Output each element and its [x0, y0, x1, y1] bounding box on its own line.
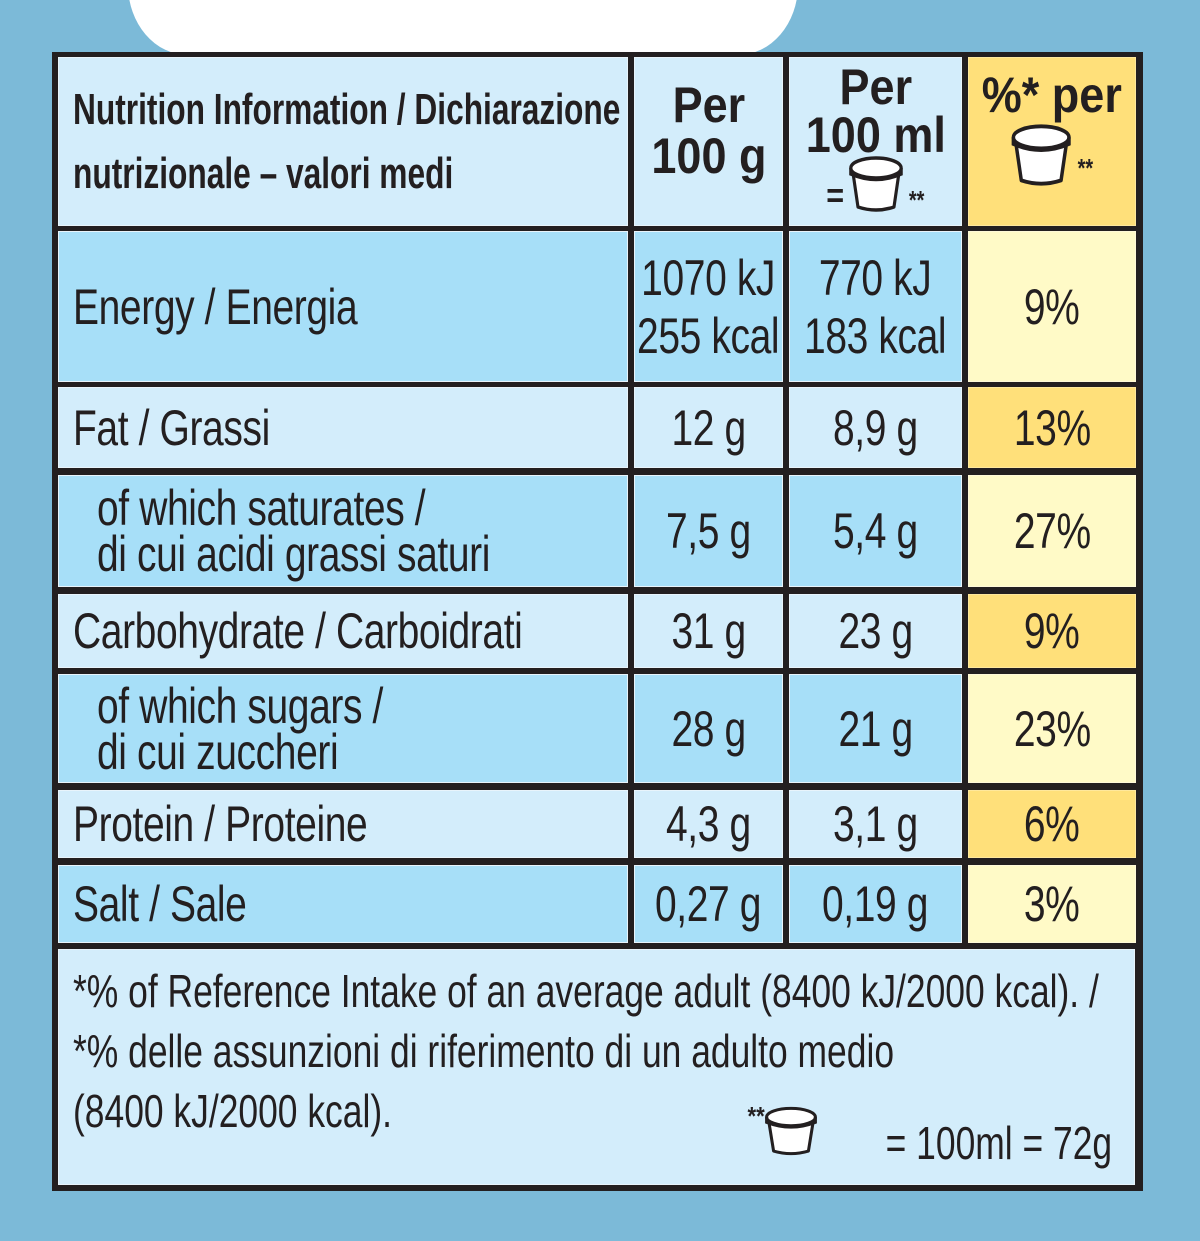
row-label: Carbohydrate / Carboidrati: [73, 603, 523, 659]
row-label: Fat / Grassi: [73, 399, 270, 456]
row-fat-per100g: 12 g: [634, 387, 783, 468]
value: 31 g: [671, 603, 746, 659]
row-sugars-per100g: 28 g: [634, 674, 783, 783]
row-carbohydrate-per100g: 31 g: [634, 594, 783, 668]
value: 7,5 g: [666, 503, 751, 559]
value: 28 g: [671, 700, 746, 757]
row-protein-ri: 6%: [968, 790, 1136, 858]
row-energy-label-cell: Energy / Energia: [58, 231, 628, 382]
footnote-line3: (8400 kJ/2000 kcal).: [73, 1085, 392, 1137]
equals-sign: =: [825, 177, 844, 216]
header-title-line1: Nutrition Information / Dichiarazione: [73, 84, 621, 134]
value-kcal: 183 kcal: [804, 307, 947, 364]
cup-icon: [1010, 123, 1073, 196]
value: 0,19 g: [822, 876, 929, 932]
cup-icon: [764, 1105, 818, 1168]
row-salt-label-cell: Salt / Sale: [58, 865, 628, 943]
header-100g-label: 100 g: [650, 127, 767, 184]
value: 23 g: [838, 603, 913, 659]
value: 8,9 g: [833, 399, 918, 456]
row-protein-label-cell: Protein / Proteine: [58, 790, 628, 858]
nutrition-table: Nutrition Information / Dichiarazione nu…: [52, 52, 1143, 1191]
value: 12 g: [671, 399, 746, 456]
ri-percent: 9%: [1024, 278, 1080, 335]
row-saturates-label-cell: of which saturates / di cui acidi grassi…: [58, 475, 628, 587]
row-protein-per100ml: 3,1 g: [789, 790, 962, 858]
header-title-line2: nutrizionale – valori medi: [73, 148, 454, 198]
header-ri-percent-cell: %* per **: [968, 57, 1136, 226]
row-label: Energy / Energia: [73, 278, 358, 335]
row-energy-per100g: 1070 kJ 255 kcal: [634, 231, 783, 382]
row-salt-per100g: 0,27 g: [634, 865, 783, 943]
double-asterisk: **: [1077, 152, 1094, 183]
row-protein-per100g: 4,3 g: [634, 790, 783, 858]
ri-percent: 23%: [1013, 700, 1091, 757]
header-per-label: Per: [672, 76, 745, 133]
row-sugars-label-cell: of which sugars / di cui zuccheri: [58, 674, 628, 783]
row-carbohydrate-label-cell: Carbohydrate / Carboidrati: [58, 594, 628, 668]
row-carbohydrate-per100ml: 23 g: [789, 594, 962, 668]
value: 0,27 g: [655, 876, 762, 932]
footnote-line2: *% delle assunzioni di riferimento di un…: [73, 1025, 895, 1077]
cup-icon: [847, 155, 903, 218]
row-salt-per100ml: 0,19 g: [789, 865, 962, 943]
row-energy-ri: 9%: [968, 231, 1136, 382]
row-carbohydrate-ri: 9%: [968, 594, 1136, 668]
row-label-line2: di cui acidi grassi saturi: [97, 526, 491, 582]
row-saturates-per100g: 7,5 g: [634, 475, 783, 587]
value-kj: 770 kJ: [819, 249, 932, 306]
row-sugars-per100ml: 21 g: [789, 674, 962, 783]
row-label: Salt / Sale: [73, 876, 247, 932]
value: 4,3 g: [666, 796, 751, 852]
row-sugars-ri: 23%: [968, 674, 1136, 783]
footnote-line1: *% of Reference Intake of an average adu…: [73, 965, 1099, 1017]
header-ri-label: %* per: [981, 66, 1123, 123]
header-per-label: Per: [839, 59, 912, 116]
serving-size-text: = 100ml = 72g: [885, 1117, 1112, 1169]
value: 21 g: [838, 700, 913, 757]
value: 5,4 g: [833, 503, 918, 559]
header-title-cell: Nutrition Information / Dichiarazione nu…: [58, 57, 628, 226]
row-salt-ri: 3%: [968, 865, 1136, 943]
row-fat-per100ml: 8,9 g: [789, 387, 962, 468]
header-per-100g-cell: Per 100 g: [634, 57, 783, 226]
row-label-line1: of which sugars /: [97, 677, 384, 734]
row-label-line1: of which saturates /: [97, 480, 426, 536]
header-100ml-label: 100 ml: [805, 106, 946, 163]
ri-percent: 13%: [1013, 399, 1091, 456]
value-kcal: 255 kcal: [637, 307, 780, 364]
row-energy-per100ml: 770 kJ 183 kcal: [789, 231, 962, 382]
value: 3,1 g: [833, 796, 918, 852]
double-asterisk: **: [908, 184, 924, 215]
row-saturates-per100ml: 5,4 g: [789, 475, 962, 587]
white-lid-shape: [128, 0, 798, 55]
ri-percent: 27%: [1013, 503, 1091, 559]
row-saturates-ri: 27%: [968, 475, 1136, 587]
row-label-line2: di cui zuccheri: [97, 723, 339, 780]
value-kj: 1070 kJ: [641, 249, 776, 306]
ri-percent: 9%: [1024, 603, 1080, 659]
row-fat-label-cell: Fat / Grassi: [58, 387, 628, 468]
footer-notes: *% of Reference Intake of an average adu…: [58, 949, 1135, 1185]
ri-percent: 6%: [1024, 796, 1080, 852]
serving-note: ** = 100ml = 72g: [746, 1101, 1112, 1166]
ri-percent: 3%: [1024, 876, 1080, 932]
row-fat-ri: 13%: [968, 387, 1136, 468]
row-label: Protein / Proteine: [73, 796, 368, 852]
header-per-100ml-cell: Per 100 ml = **: [789, 57, 962, 226]
double-asterisk: **: [747, 1101, 765, 1131]
